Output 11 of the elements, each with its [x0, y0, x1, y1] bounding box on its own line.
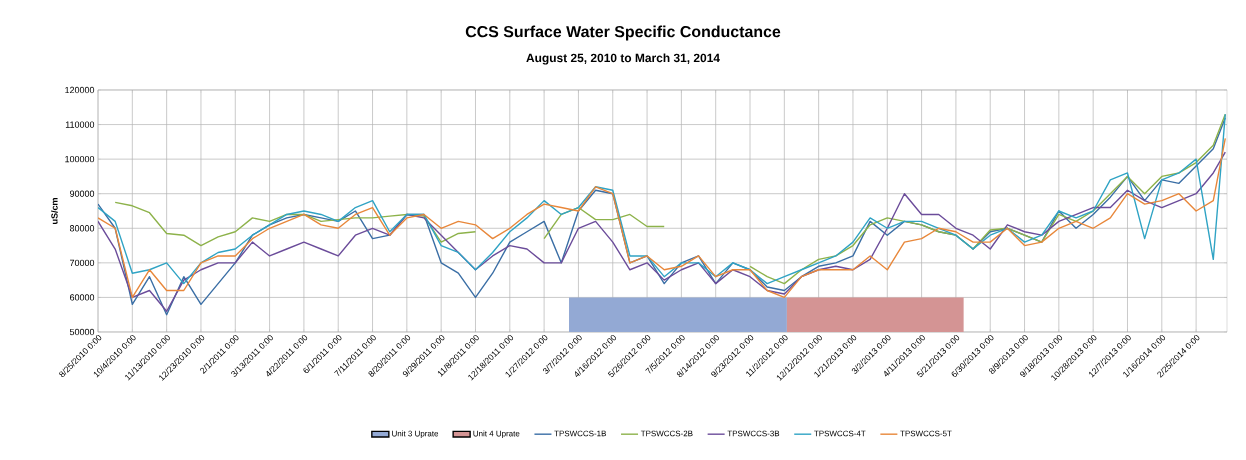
- y-axis-title: uS/cm: [51, 198, 58, 224]
- y-tick-label: 120000: [65, 86, 95, 94]
- y-tick-label: 90000: [69, 190, 95, 197]
- y-tick-label: 80000: [69, 225, 95, 232]
- y-tick-label: 110000: [65, 121, 95, 128]
- chart-subtitle: August 25, 2010 to March 31, 2014: [526, 53, 720, 65]
- y-tick-label: 70000: [70, 259, 95, 267]
- y-tick-label: 50000: [69, 328, 95, 336]
- y-tick-label: 60000: [70, 294, 95, 301]
- chart-title: CCS Surface Water Specific Conductance: [465, 25, 781, 41]
- y-tick-label: 100000: [65, 155, 95, 163]
